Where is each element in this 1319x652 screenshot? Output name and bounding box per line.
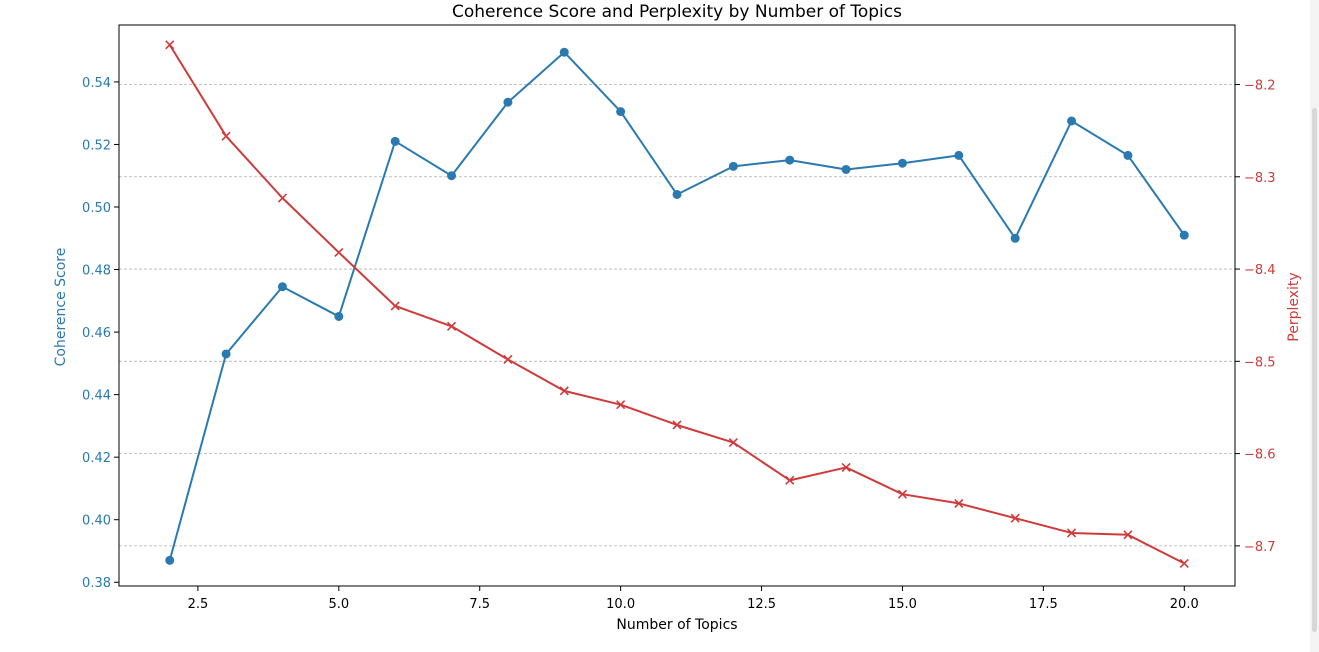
y-axis-label-left: Coherence Score [53, 248, 69, 367]
data-point [897, 158, 907, 168]
data-point [1067, 116, 1077, 126]
data-point [447, 171, 457, 181]
y-left-tick-label: 0.54 [82, 76, 111, 91]
data-point [503, 354, 513, 365]
x-tick-label: 17.5 [1029, 597, 1058, 612]
series-perplexity [165, 40, 1189, 568]
x-tick-label: 12.5 [747, 597, 776, 612]
series-line [168, 44, 1185, 565]
y-left-tick-label: 0.48 [82, 264, 111, 279]
x-axis: 2.5 5.0 7.5 10.0 12.5 15.0 17.5 20.0 [188, 586, 1199, 612]
x-tick-label: 7.5 [469, 597, 490, 612]
y-left-tick-label: 0.44 [82, 389, 111, 404]
data-point [446, 321, 457, 331]
chart-title: Coherence Score and Perplexity by Number… [452, 2, 902, 22]
y-axis-label-right: Perplexity [1286, 272, 1302, 341]
data-point [785, 475, 795, 485]
x-axis-label: Number of Topics [616, 617, 737, 633]
y-left-tick-label: 0.38 [82, 576, 111, 591]
data-point [897, 489, 908, 499]
x-tick-label: 15.0 [888, 597, 917, 612]
data-point [165, 555, 175, 565]
y-left-tick-label: 0.52 [82, 138, 111, 153]
y-axis-right: −8.7 −8.6 −8.5 −8.4 −8.3 −8.2 [1235, 79, 1276, 555]
y-right-tick-label: −8.2 [1244, 79, 1276, 94]
data-point [559, 47, 569, 57]
data-point [672, 420, 682, 430]
data-point [277, 282, 287, 292]
data-point [954, 498, 964, 508]
data-point [1010, 513, 1020, 523]
y-right-tick-label: −8.7 [1244, 540, 1276, 555]
data-point [672, 189, 682, 199]
data-point [954, 150, 964, 160]
y-left-tick-label: 0.42 [82, 451, 111, 466]
data-point [1123, 150, 1133, 160]
y-right-tick-label: −8.6 [1244, 448, 1276, 463]
data-point [616, 400, 626, 410]
y-right-tick-label: −8.4 [1244, 263, 1276, 278]
data-point [165, 40, 175, 50]
data-point [1010, 233, 1020, 243]
y-left-tick-label: 0.40 [82, 514, 111, 529]
data-point [728, 437, 738, 448]
series-layer [165, 40, 1189, 568]
y-axis-left: 0.38 0.40 0.42 0.44 0.46 0.48 0.50 0.52 0.54 [82, 76, 119, 591]
data-point [277, 193, 288, 203]
data-point [785, 155, 795, 165]
grid-lines [119, 84, 1235, 547]
data-point [390, 136, 400, 146]
x-tick-label: 10.0 [606, 597, 635, 612]
y-right-tick-label: −8.3 [1244, 171, 1276, 186]
x-tick-label: 20.0 [1170, 597, 1199, 612]
data-point [334, 311, 344, 321]
data-point [503, 97, 513, 107]
data-point [728, 161, 738, 171]
data-point [334, 247, 344, 258]
data-point [1123, 530, 1133, 540]
data-point [221, 349, 231, 359]
x-tick-label: 5.0 [328, 597, 349, 612]
scrollbar-thumb[interactable] [1312, 108, 1317, 632]
y-right-tick-label: −8.5 [1244, 355, 1276, 370]
data-point [390, 301, 400, 311]
y-left-tick-label: 0.46 [82, 326, 111, 341]
x-tick-label: 2.5 [188, 597, 209, 612]
data-point [1179, 558, 1189, 568]
data-point [1066, 528, 1077, 538]
plot-frame [118, 24, 1236, 587]
series-coherence-score [165, 47, 1189, 565]
data-point [841, 164, 851, 174]
data-point [221, 131, 231, 141]
data-point [841, 462, 851, 472]
vertical-scrollbar[interactable] [1310, 0, 1319, 652]
data-point [1179, 230, 1189, 240]
data-point [559, 386, 569, 396]
y-left-tick-label: 0.50 [82, 201, 111, 216]
data-point [616, 107, 626, 117]
series-line [168, 51, 1186, 561]
